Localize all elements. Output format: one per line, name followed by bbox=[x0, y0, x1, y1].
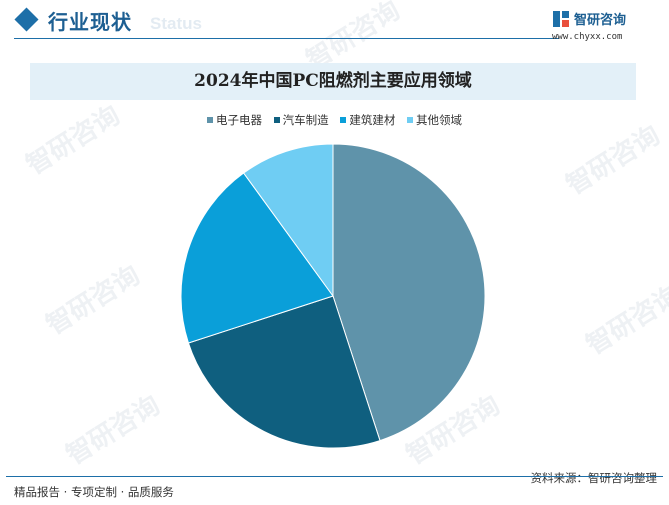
legend-label: 其他领域 bbox=[415, 113, 462, 127]
legend-label: 电子电器 bbox=[216, 113, 263, 127]
brand-logo-icon bbox=[553, 11, 569, 27]
footer-divider bbox=[6, 476, 663, 477]
chart-legend: 电子电器 汽车制造 建筑建材 其他领域 bbox=[0, 112, 669, 130]
chart-title-bar: 2024年中国PC阻燃剂主要应用领域 bbox=[30, 63, 636, 100]
pie-slice-4 bbox=[242, 143, 334, 298]
legend-marker bbox=[207, 116, 214, 123]
legend-label: 建筑建材 bbox=[349, 113, 396, 127]
pie-slice-3 bbox=[180, 172, 334, 344]
page-header: Status 行业现状 bbox=[0, 0, 669, 44]
header-ghost-text: Status bbox=[150, 14, 202, 33]
legend-item: 建筑建材 bbox=[340, 112, 395, 128]
brand-block: 智研咨询 www.chyxx.com bbox=[552, 8, 657, 44]
footer-tagline: 精品报告 · 专项定制 · 品质服务 bbox=[14, 485, 174, 499]
section-title: 行业现状 bbox=[48, 10, 132, 34]
pie-slice-2 bbox=[187, 295, 381, 449]
source-note: 资料来源：智研咨询整理 bbox=[530, 471, 658, 485]
legend-marker bbox=[273, 116, 280, 123]
brand-url: www.chyxx.com bbox=[552, 32, 623, 42]
brand-name: 智研咨询 bbox=[574, 13, 627, 28]
legend-item: 汽车制造 bbox=[273, 112, 329, 128]
legend-marker bbox=[340, 116, 347, 123]
legend-marker bbox=[406, 116, 413, 123]
legend-item: 电子电器 bbox=[207, 112, 262, 128]
chart-title: 2024年中国PC阻燃剂主要应用领域 bbox=[194, 71, 472, 91]
legend-item: 其他领域 bbox=[406, 112, 462, 128]
header-divider bbox=[14, 38, 559, 39]
legend-label: 汽车制造 bbox=[282, 113, 329, 127]
pie-slice-1 bbox=[332, 143, 486, 442]
